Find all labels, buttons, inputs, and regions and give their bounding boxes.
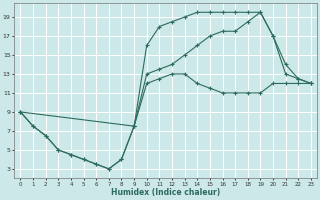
X-axis label: Humidex (Indice chaleur): Humidex (Indice chaleur) xyxy=(111,188,220,197)
